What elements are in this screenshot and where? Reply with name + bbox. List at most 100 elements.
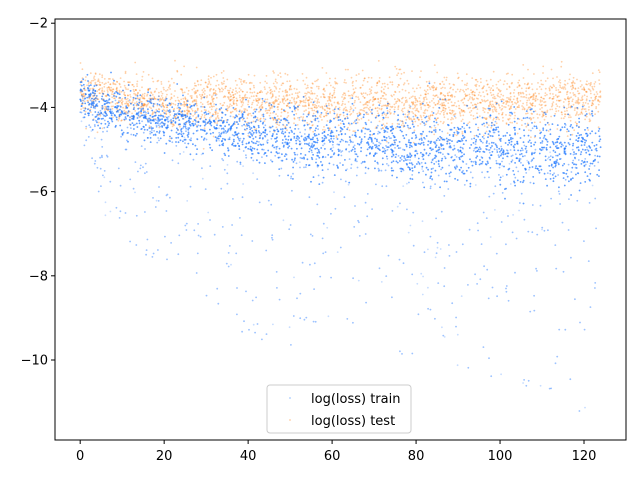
test-point [290, 88, 293, 91]
test-point [502, 116, 504, 119]
test-point [358, 111, 361, 114]
test-point [460, 109, 463, 112]
test-point [428, 117, 431, 119]
test-point [145, 105, 148, 108]
test-point [470, 101, 473, 104]
test-point [505, 122, 508, 124]
train-point [387, 127, 389, 130]
test-point [312, 112, 315, 115]
test-point [272, 82, 275, 85]
test-point [183, 91, 186, 94]
test-point [416, 109, 418, 111]
test-point [445, 100, 448, 102]
test-point [439, 91, 442, 94]
test-point [363, 97, 366, 99]
test-point [203, 93, 206, 95]
test-point [202, 96, 205, 98]
test-point [356, 121, 359, 124]
test-point [447, 102, 450, 104]
test-point [559, 81, 562, 84]
test-point [181, 116, 183, 118]
test-point [261, 114, 264, 116]
test-point [409, 107, 412, 109]
test-point [197, 108, 199, 110]
test-point [239, 109, 241, 112]
test-point [502, 102, 505, 105]
test-point [362, 79, 365, 82]
train-point [539, 148, 542, 151]
test-point [554, 107, 557, 110]
test-point [559, 99, 562, 102]
train-point [532, 157, 535, 160]
test-point [426, 85, 429, 87]
test-point [178, 108, 181, 111]
test-point [286, 129, 288, 132]
test-point [478, 115, 481, 118]
test-point [531, 95, 534, 97]
train-point [429, 142, 432, 145]
test-point [163, 88, 165, 91]
test-point [412, 103, 414, 106]
test-point [288, 88, 291, 91]
test-point [372, 98, 375, 101]
test-point [434, 103, 437, 106]
test-point [219, 89, 221, 91]
train-point [560, 145, 563, 148]
test-point [511, 81, 513, 84]
test-point [463, 104, 466, 106]
test-point [486, 99, 489, 102]
test-point [149, 94, 152, 97]
train-point [103, 114, 105, 117]
test-point [285, 89, 287, 91]
test-point [471, 91, 474, 94]
test-point [212, 94, 215, 96]
test-point [268, 104, 271, 107]
test-point [272, 101, 275, 103]
test-point [577, 99, 579, 101]
test-point [396, 98, 399, 100]
test-point [374, 98, 377, 100]
test-point [209, 83, 212, 86]
test-point [529, 116, 532, 119]
test-point [215, 96, 218, 99]
test-point [490, 87, 493, 89]
test-point [532, 102, 534, 104]
test-point [200, 117, 203, 120]
test-point [170, 77, 173, 80]
test-point [478, 91, 481, 94]
test-point [499, 90, 501, 93]
test-point [191, 109, 194, 112]
test-point [99, 92, 101, 95]
test-point [441, 98, 443, 101]
test-point [352, 104, 355, 107]
test-point [83, 95, 86, 98]
test-point [450, 122, 453, 124]
test-point [432, 87, 435, 89]
test-point [212, 100, 214, 103]
test-point [473, 94, 476, 96]
test-point [81, 97, 84, 100]
train-point [178, 123, 180, 126]
test-point [232, 93, 235, 96]
test-point [298, 104, 301, 107]
test-point [421, 102, 423, 104]
test-point [181, 113, 183, 116]
test-point [497, 103, 500, 106]
test-point [260, 108, 262, 111]
test-point [442, 101, 445, 104]
test-point [412, 107, 414, 110]
test-point [300, 100, 302, 103]
test-point [425, 93, 427, 96]
test-point [222, 120, 225, 122]
test-point [566, 135, 569, 138]
test-point [419, 86, 422, 89]
test-point [223, 80, 226, 83]
test-point [404, 100, 407, 102]
test-point [544, 94, 547, 97]
train-point [226, 182, 229, 185]
test-point [531, 113, 534, 115]
test-point [169, 114, 172, 116]
test-point [200, 110, 203, 113]
test-point [154, 90, 157, 93]
test-point [307, 113, 310, 115]
